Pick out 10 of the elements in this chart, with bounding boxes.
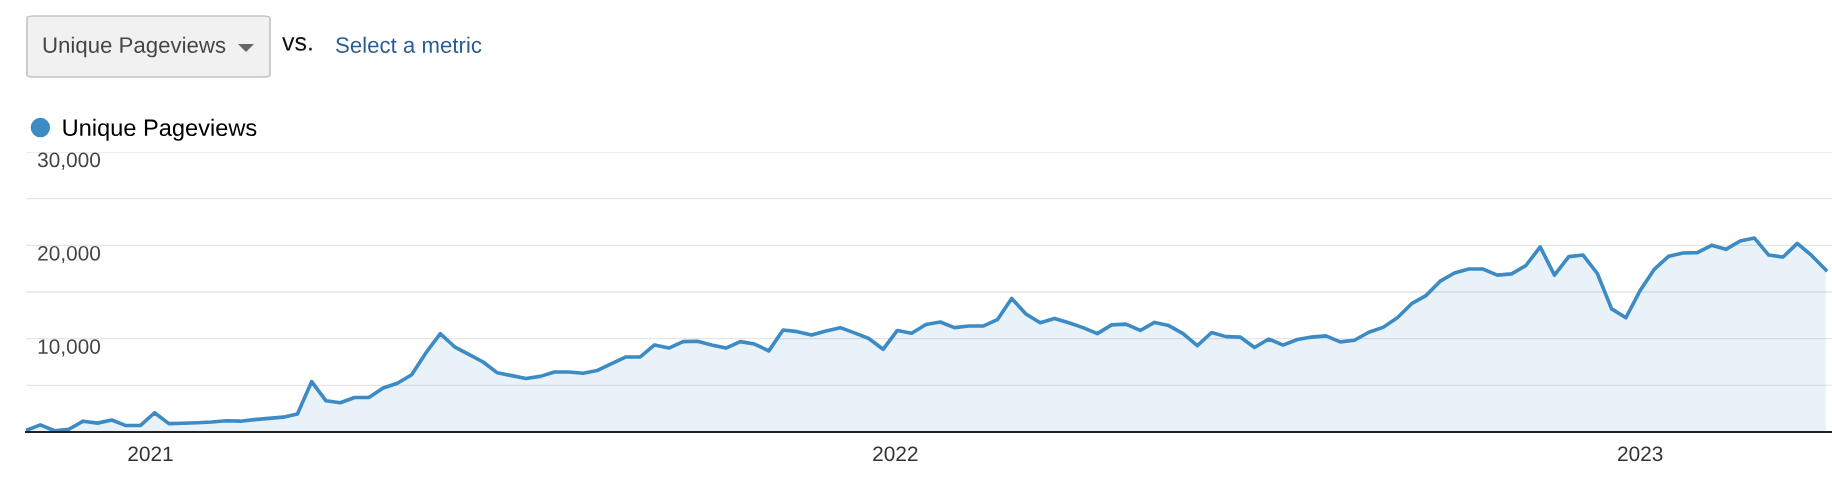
y-tick-label: 30,000	[37, 152, 101, 170]
text: Select a metric	[336, 36, 482, 53]
x-tick-label: 2021	[128, 446, 173, 462]
text: vs.	[282, 37, 312, 51]
legend-label: Unique Pageviews	[63, 118, 257, 141]
text: Unique Pageviews	[43, 36, 226, 58]
x-tick-label: 2023	[1618, 446, 1663, 462]
y-tick-label: 10,000	[38, 339, 101, 357]
y-tick-label: 20,000	[38, 245, 101, 264]
x-tick-label: 2022	[873, 446, 918, 462]
